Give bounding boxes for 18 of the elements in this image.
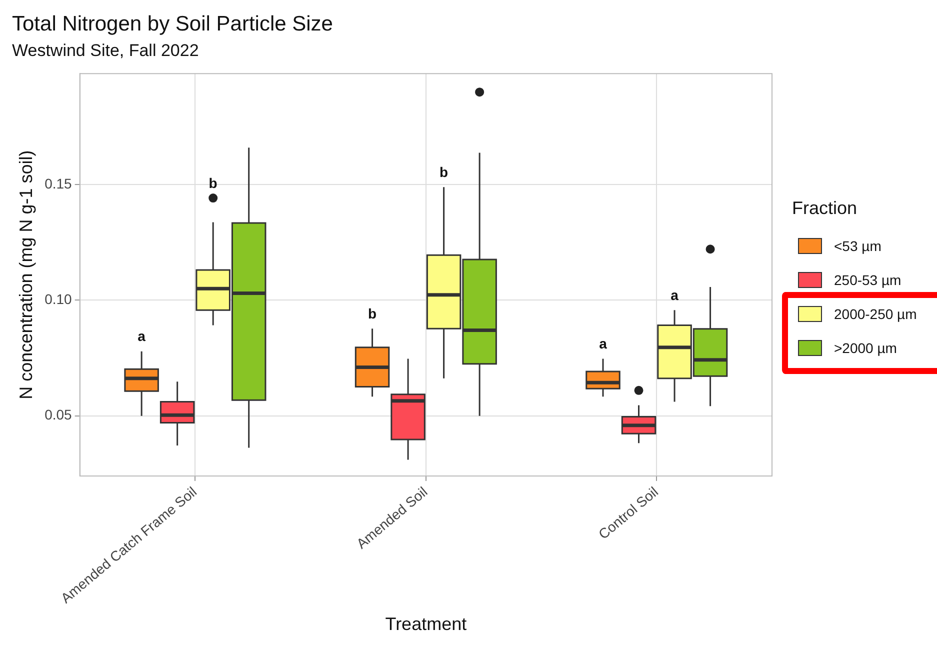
x-axis-title: Treatment	[385, 614, 467, 634]
legend-label: >2000 µm	[834, 340, 897, 356]
legend-title: Fraction	[792, 198, 858, 219]
y-tick-label: 0.05	[44, 406, 72, 423]
text: b	[208, 174, 218, 191]
chart-title: Total Nitrogen by Soil Particle Size	[12, 12, 333, 36]
y-axis-title: N concentration (mg N g-1 soil)	[16, 150, 36, 400]
chart-subtitle: Westwind Site, Fall 2022	[12, 41, 199, 60]
text: b	[440, 164, 448, 180]
text: a	[138, 328, 146, 344]
text: b	[368, 306, 377, 322]
y-tick-label: 0.10	[44, 291, 72, 308]
y-tick-label: 0.15	[44, 175, 72, 192]
legend-label: 250-53 µm	[834, 272, 902, 288]
legend-label: <53 µm	[834, 238, 882, 254]
text: a	[599, 336, 607, 352]
legend-label: 2000-250 µm	[834, 306, 917, 322]
text: a	[670, 287, 678, 304]
